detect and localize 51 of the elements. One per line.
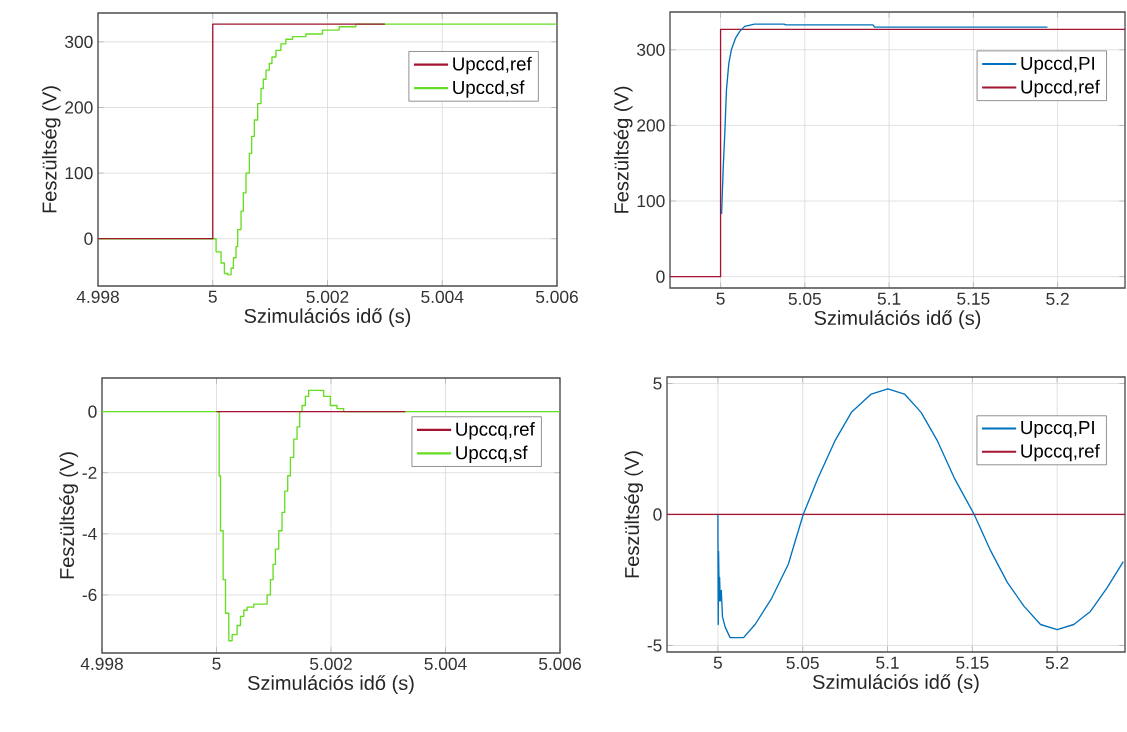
legend-label: Upccd,sf bbox=[453, 80, 525, 98]
x-tick-label: 4.998 bbox=[76, 290, 119, 303]
x-tick-label: 5 bbox=[713, 656, 722, 669]
x-tick-label: 5.1 bbox=[876, 656, 899, 669]
x-axis-title: Szimulációs idő (s) bbox=[814, 310, 981, 329]
y-tick-label: 0 bbox=[88, 405, 97, 418]
y-tick-label: 5 bbox=[653, 377, 662, 390]
x-tick-label: 5.2 bbox=[1045, 656, 1069, 669]
x-tick-label: 5 bbox=[716, 292, 725, 305]
legend-label: Upccq,ref bbox=[1021, 443, 1100, 462]
y-tick-label: 100 bbox=[637, 194, 665, 208]
x-tick-label: 5.15 bbox=[956, 656, 989, 669]
y-tick-label: 200 bbox=[65, 101, 93, 114]
y-tick-label: 300 bbox=[65, 35, 93, 48]
y-tick-label: -5 bbox=[647, 639, 662, 652]
x-tick-label: 5 bbox=[212, 657, 221, 670]
y-axis-title: Feszültség (V) bbox=[624, 451, 644, 578]
legend-label: Upccd,ref bbox=[453, 56, 532, 75]
y-tick-label: 0 bbox=[653, 508, 662, 521]
y-tick-label: 200 bbox=[637, 119, 665, 132]
y-tick-label: -6 bbox=[82, 588, 97, 602]
x-tick-label: 5 bbox=[208, 290, 217, 303]
y-tick-label: -2 bbox=[82, 466, 97, 479]
y-tick-label: -4 bbox=[82, 527, 97, 540]
x-tick-label: 5.004 bbox=[421, 290, 464, 303]
x-tick-label: 4.998 bbox=[80, 657, 123, 670]
y-axis-title: Feszültség (V) bbox=[41, 86, 61, 213]
legend-label: Upccq,PI bbox=[1021, 421, 1094, 438]
y-tick-label: 100 bbox=[65, 166, 93, 180]
y-tick-label: 0 bbox=[84, 232, 93, 245]
y-axis-title: Feszültség (V) bbox=[613, 86, 633, 213]
x-axis-title: Szimulációs idő (s) bbox=[813, 674, 979, 693]
x-axis-title: Szimulációs idő (s) bbox=[247, 675, 414, 694]
y-tick-label: 300 bbox=[637, 43, 665, 56]
y-axis-title: Feszültség (V) bbox=[59, 452, 79, 579]
x-tick-label: 5.15 bbox=[957, 292, 990, 305]
x-tick-label: 5.1 bbox=[877, 292, 901, 305]
x-tick-label: 5.002 bbox=[306, 290, 349, 303]
x-tick-label: 5.2 bbox=[1046, 292, 1069, 305]
x-tick-label: 5.002 bbox=[310, 657, 352, 670]
x-tick-label: 5.05 bbox=[788, 292, 821, 305]
y-tick-label: 0 bbox=[656, 270, 665, 283]
x-tick-label: 5.05 bbox=[786, 656, 819, 669]
legend-label: Upccd,PI bbox=[1021, 56, 1095, 74]
x-axis-title: Szimulációs idő (s) bbox=[244, 308, 411, 327]
x-tick-label: 5.004 bbox=[424, 657, 467, 670]
x-tick-label: 5.006 bbox=[536, 290, 578, 303]
legend-label: Upccq,ref bbox=[456, 422, 535, 440]
legend-label: Upccq,sf bbox=[456, 445, 528, 463]
x-tick-label: 5.006 bbox=[539, 657, 581, 670]
legend-label: Upccd,ref bbox=[1021, 79, 1100, 98]
